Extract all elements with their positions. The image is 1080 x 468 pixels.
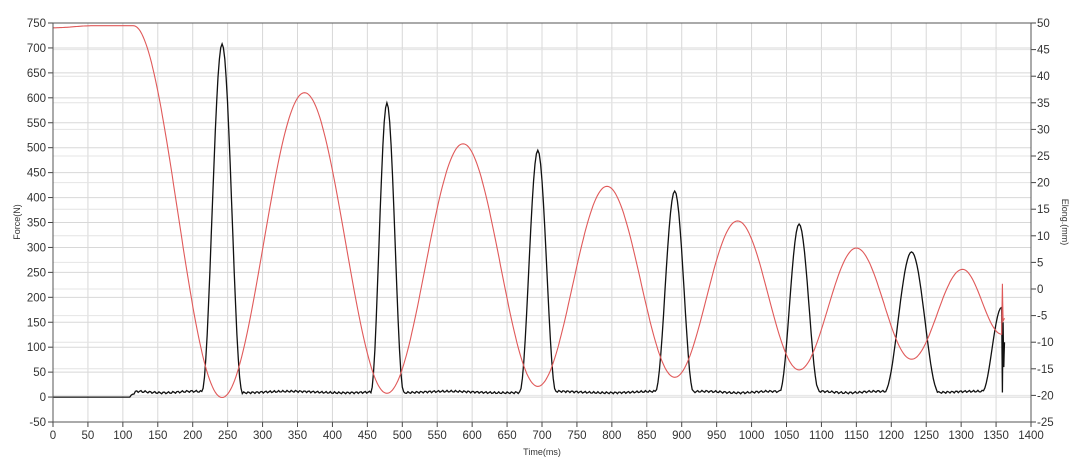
force-series-line — [53, 41, 1006, 398]
y2-axis-label: Elong.(mm) — [1060, 199, 1070, 246]
y2-tick-label: 40 — [1037, 71, 1050, 83]
x-tick-label: 950 — [707, 430, 726, 442]
x-tick-label: 800 — [602, 430, 621, 442]
y-tick-label: 50 — [33, 367, 46, 379]
x-tick-label: 550 — [428, 430, 447, 442]
x-tick-label: 1400 — [1018, 430, 1044, 442]
x-tick-label: 50 — [82, 430, 95, 442]
y2-tick-label: -15 — [1037, 364, 1054, 376]
x-tick-label: 300 — [253, 430, 272, 442]
y-tick-label: 0 — [40, 392, 46, 404]
y-tick-label: 300 — [27, 242, 46, 254]
y2-tick-label: 15 — [1037, 204, 1050, 216]
y2-tick-label: 35 — [1037, 98, 1050, 110]
y-tick-label: 350 — [27, 218, 46, 230]
y-tick-label: 150 — [27, 317, 46, 329]
x-tick-label: 700 — [532, 430, 551, 442]
x-tick-label: 100 — [113, 430, 132, 442]
y2-tick-label: -20 — [1037, 390, 1054, 402]
x-tick-label: 150 — [148, 430, 167, 442]
elongation-series-line — [53, 25, 1005, 399]
x-tick-label: 0 — [50, 430, 56, 442]
y-tick-label: 750 — [27, 18, 46, 30]
y-tick-label: 200 — [27, 292, 46, 304]
x-tick-label: 900 — [672, 430, 691, 442]
x-tick-label: 450 — [358, 430, 377, 442]
x-tick-label: 1150 — [844, 430, 869, 442]
x-tick-label: 250 — [218, 430, 237, 442]
y-tick-label: 250 — [27, 267, 46, 279]
x-tick-label: 1000 — [739, 430, 765, 442]
y2-tick-label: 25 — [1037, 151, 1050, 163]
y2-tick-label: 30 — [1037, 124, 1050, 136]
y-tick-label: 450 — [27, 168, 46, 180]
x-tick-label: 500 — [393, 430, 412, 442]
y2-tick-label: -10 — [1037, 337, 1054, 349]
y-tick-label: 650 — [27, 68, 46, 80]
x-tick-label: 200 — [183, 430, 202, 442]
y2-tick-label: 20 — [1037, 178, 1050, 190]
x-tick-label: 1350 — [983, 430, 1009, 442]
x-tick-label: 400 — [323, 430, 342, 442]
x-axis-label: Time(ms) — [523, 447, 561, 457]
y2-tick-label: 5 — [1037, 257, 1043, 269]
y2-tick-label: 45 — [1037, 45, 1050, 57]
axes: 0 50 100 150 200 250 300 350 400 450 500 550 600 650 7… — [27, 18, 1054, 442]
x-tick-label: 1050 — [774, 430, 800, 442]
series-layer — [53, 25, 1006, 399]
grid — [52, 22, 1032, 423]
y2-tick-label: -25 — [1037, 417, 1054, 429]
y-axis-label: Force(N) — [12, 204, 22, 240]
x-tick-label: 1100 — [809, 430, 834, 442]
y-tick-label: 550 — [27, 118, 46, 130]
y-tick-label: 100 — [27, 342, 46, 354]
y-tick-label: 700 — [27, 43, 46, 55]
y-tick-label: 500 — [27, 143, 46, 155]
x-tick-label: 600 — [463, 430, 482, 442]
x-tick-label: 1300 — [948, 430, 974, 442]
x-tick-label: 650 — [497, 430, 516, 442]
x-tick-label: 1250 — [913, 430, 939, 442]
y2-tick-label: 50 — [1037, 18, 1050, 30]
y2-tick-label: 0 — [1037, 284, 1043, 296]
x-tick-label: 850 — [637, 430, 656, 442]
y2-tick-label: -5 — [1037, 311, 1047, 323]
y-tick-label: 600 — [27, 93, 46, 105]
x-tick-label: 1200 — [878, 430, 904, 442]
y-tick-label: 400 — [27, 193, 46, 205]
x-tick-label: 750 — [567, 430, 586, 442]
y2-tick-label: 10 — [1037, 231, 1050, 243]
x-tick-label: 350 — [288, 430, 307, 442]
y-tick-label: -50 — [29, 417, 46, 429]
